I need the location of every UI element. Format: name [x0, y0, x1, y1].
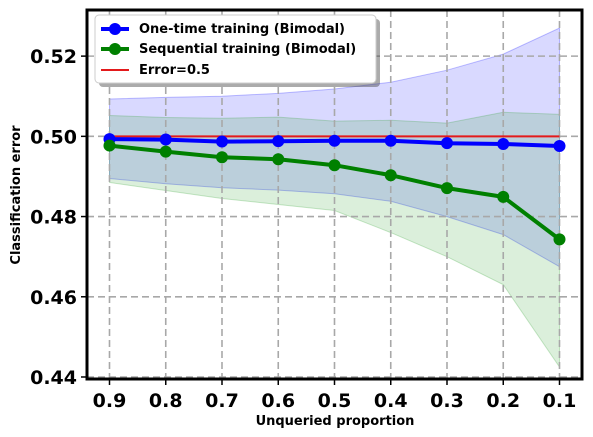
- data-point-sequential: [159, 145, 172, 158]
- data-point-one-time: [497, 137, 510, 150]
- data-point-sequential: [216, 151, 228, 164]
- y-axis-title: Classification error: [9, 125, 24, 265]
- legend-box: [94, 14, 377, 84]
- x-tick-label: 0.8: [149, 390, 183, 412]
- x-axis-title: Unqueried proportion: [256, 414, 415, 429]
- data-point-one-time: [272, 135, 285, 148]
- legend-label-one-time: One-time training (Bimodal): [139, 22, 345, 37]
- y-tick-label: 0.44: [30, 367, 77, 389]
- data-point-sequential: [328, 159, 341, 172]
- legend-label-reference: Error=0.5: [139, 63, 210, 78]
- x-tick-label: 0.7: [205, 390, 239, 412]
- legend-marker-sequential: [109, 43, 121, 55]
- y-tick-label: 0.52: [30, 46, 77, 68]
- x-tick-label: 0.5: [318, 390, 352, 412]
- legend: One-time training (Bimodal) Sequential t…: [94, 14, 380, 87]
- x-tick-label: 0.4: [374, 390, 408, 412]
- data-point-sequential: [272, 153, 285, 166]
- legend-label-sequential: Sequential training (Bimodal): [139, 42, 356, 57]
- data-point-one-time: [159, 133, 172, 146]
- y-axis: 0.44 0.46 0.48 0.50 0.52: [30, 46, 87, 389]
- x-tick-label: 0.3: [430, 390, 464, 412]
- y-tick-label: 0.50: [30, 126, 77, 148]
- legend-marker-one-time: [109, 23, 121, 35]
- confidence-band-sequential: [109, 111, 560, 369]
- x-axis: 0.9 0.8 0.7 0.6 0.5 0.4 0.3 0.2 0.1: [93, 379, 577, 412]
- series-lines: [103, 133, 566, 246]
- data-point-sequential: [553, 233, 566, 246]
- x-tick-label: 0.6: [261, 390, 295, 412]
- data-point-sequential: [497, 190, 510, 203]
- data-point-sequential: [441, 182, 453, 195]
- x-tick-label: 0.2: [486, 390, 520, 412]
- data-point-one-time: [216, 135, 228, 148]
- x-tick-label: 0.1: [543, 390, 577, 412]
- y-tick-label: 0.46: [30, 287, 77, 309]
- data-point-one-time: [441, 137, 453, 150]
- data-point-one-time: [553, 139, 566, 152]
- x-tick-label: 0.9: [93, 390, 127, 412]
- data-point-one-time: [328, 134, 341, 147]
- data-point-sequential: [103, 139, 116, 152]
- data-point-sequential: [384, 169, 397, 182]
- y-tick-label: 0.48: [30, 207, 77, 229]
- data-point-one-time: [384, 134, 397, 147]
